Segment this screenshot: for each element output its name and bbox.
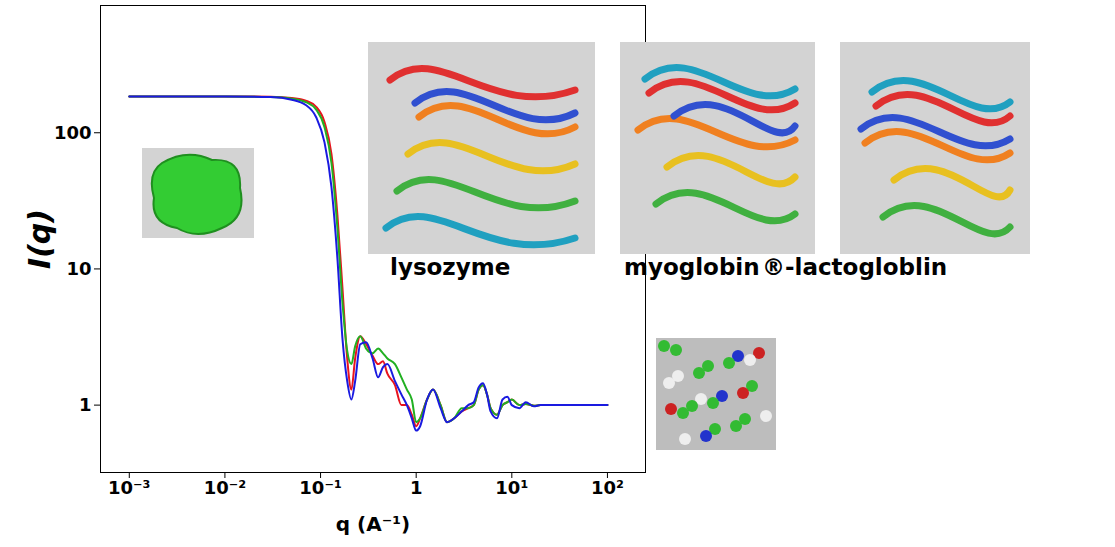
svg-text:10⁻²: 10⁻²: [204, 477, 246, 498]
svg-text:10¹: 10¹: [495, 477, 528, 498]
svg-text:I(q): I(q): [22, 209, 57, 269]
html-text:myoglobin ®-lactogloblin: myoglobin ®-lactogloblin: [624, 254, 948, 280]
svg-text:100: 100: [54, 122, 92, 143]
svg-text:1: 1: [410, 477, 423, 498]
svg-text:1: 1: [79, 394, 92, 415]
svg-text:q (A⁻¹): q (A⁻¹): [336, 512, 410, 536]
svg-text:10²: 10²: [591, 477, 624, 498]
svg-text:10⁻¹: 10⁻¹: [299, 477, 341, 498]
svg-text:10⁻³: 10⁻³: [108, 477, 150, 498]
svg-text:10: 10: [66, 258, 91, 279]
html-text:lysozyme: lysozyme: [390, 254, 511, 280]
